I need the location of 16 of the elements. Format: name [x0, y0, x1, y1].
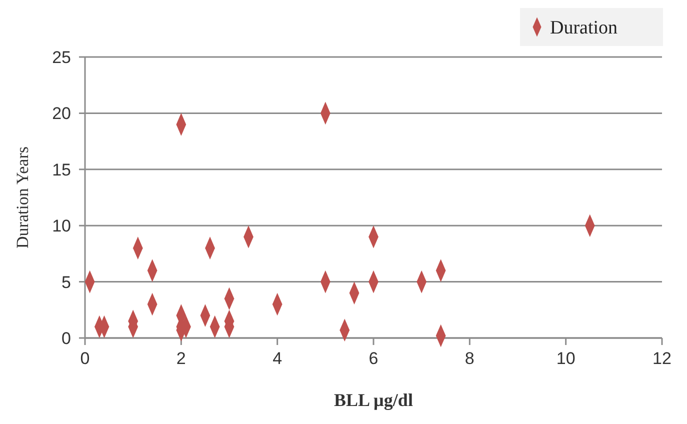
x-tick-label: 10	[556, 349, 576, 368]
x-tick-label: 6	[368, 349, 378, 368]
x-tick-label: 12	[652, 349, 672, 368]
y-tick-label: 25	[52, 48, 71, 67]
y-tick-label: 5	[62, 272, 71, 292]
x-tick-label: 2	[176, 349, 186, 368]
x-tick-label: 8	[464, 349, 474, 368]
y-axis-title: Duration Years	[13, 146, 32, 248]
y-tick-label: 0	[62, 328, 71, 348]
y-tick-label: 10	[52, 216, 71, 236]
x-tick-label: 0	[80, 349, 90, 368]
x-tick-label: 4	[272, 349, 282, 368]
y-tick-label: 20	[52, 104, 71, 124]
x-axis-title: BLL µg/dl	[334, 390, 413, 410]
legend-label: Duration	[550, 18, 618, 39]
y-tick-label: 15	[52, 160, 71, 180]
